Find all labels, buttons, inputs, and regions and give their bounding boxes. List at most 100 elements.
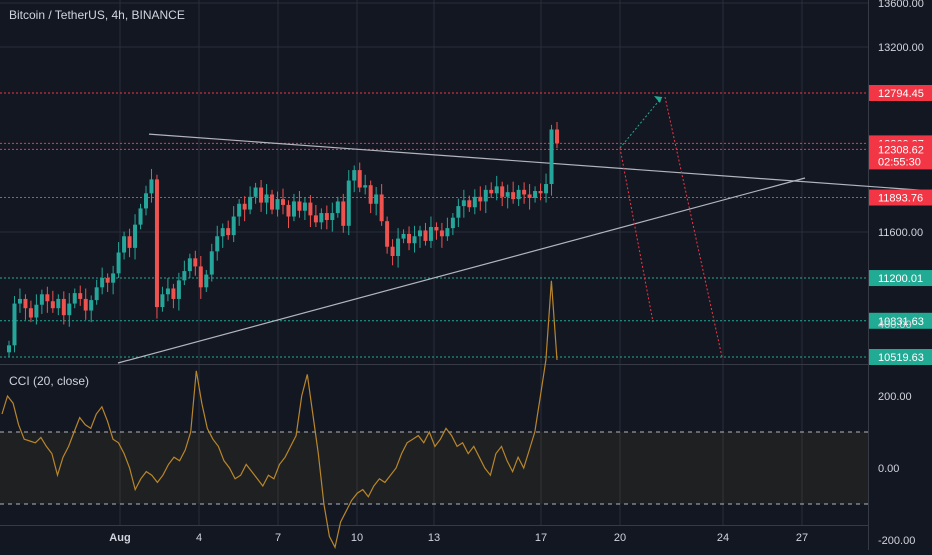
candle-body	[182, 271, 187, 281]
symbol-title: Bitcoin / TetherUS, 4h, BINANCE	[9, 8, 185, 22]
candle-body	[297, 201, 302, 211]
candle-body	[516, 189, 521, 200]
price-level-tag-label: 12308.62	[878, 144, 924, 156]
candle-body	[544, 184, 549, 194]
candle-body	[555, 129, 559, 144]
candle-body	[138, 208, 143, 225]
candle-body	[407, 233, 412, 244]
price-tick-label: 13200.00	[878, 42, 924, 54]
candle-body	[242, 203, 247, 210]
price-level-tag	[869, 189, 932, 206]
candle-body	[428, 226, 433, 241]
candle-body	[45, 294, 50, 302]
candle-body	[357, 170, 362, 188]
candle-body	[171, 288, 176, 299]
candle-body	[538, 191, 543, 194]
candle-body	[439, 230, 444, 237]
price-level-tag	[869, 85, 932, 101]
candle-body	[215, 236, 220, 252]
candle-body	[67, 303, 72, 316]
candle-body	[401, 233, 406, 239]
candle-body	[231, 216, 236, 236]
candle-body	[160, 294, 165, 308]
candle-body	[237, 203, 242, 217]
candle-body	[209, 251, 214, 275]
candle-body	[270, 194, 275, 210]
price-level-tag	[869, 349, 932, 365]
candle-body	[226, 228, 231, 236]
candle-body	[193, 258, 198, 267]
candle-body	[286, 204, 291, 217]
candle-body	[522, 189, 527, 195]
price-tick-label: 13600.00	[878, 0, 924, 10]
candle-body	[319, 213, 324, 223]
candle-body	[83, 298, 88, 311]
price-level-tag-label: 10831.63	[878, 316, 924, 328]
projection-up	[619, 96, 663, 149]
cci-tick-label: 0.00	[878, 463, 899, 475]
projection-up-arrow	[654, 96, 662, 103]
price-level-tag-label: 11200.01	[878, 273, 923, 285]
candle-body	[374, 194, 379, 204]
candle-body	[352, 170, 357, 181]
candle-body	[385, 221, 390, 247]
time-tick-label: 20	[614, 532, 626, 544]
trendline-support	[117, 177, 806, 364]
candle-body	[450, 217, 455, 229]
projection-down-2	[664, 96, 723, 358]
price-level-tag-label: 11893.76	[878, 193, 923, 205]
candle-body	[363, 185, 368, 188]
candle-body	[396, 238, 401, 256]
candle-body	[461, 200, 466, 207]
time-tick-label: 4	[196, 532, 202, 544]
candle-body	[324, 213, 329, 221]
candle-body	[56, 298, 61, 309]
candle-body	[379, 194, 384, 222]
candle-body	[100, 278, 105, 288]
candle-body	[330, 213, 335, 221]
candle-body	[291, 201, 296, 217]
candle-body	[122, 236, 127, 253]
candle-body	[418, 230, 422, 237]
countdown-label: 02:55:30	[878, 156, 921, 168]
candle-body	[412, 236, 417, 244]
candle-body	[549, 129, 554, 185]
price-tick-label: 11600.00	[878, 227, 923, 239]
candle-body	[478, 196, 483, 202]
cci-line	[1, 280, 558, 549]
indicator-title: CCI (20, close)	[9, 374, 90, 388]
candle-body	[133, 224, 138, 248]
candle-body	[12, 303, 17, 346]
candle-body	[423, 230, 428, 241]
candle-body	[472, 196, 477, 208]
candle-body	[302, 202, 307, 211]
candle-body	[500, 186, 505, 197]
candle-body	[248, 196, 253, 210]
time-tick-label: Aug	[109, 532, 130, 544]
candle-body	[483, 189, 488, 202]
cci-tick-label: 400.00	[878, 319, 912, 331]
candle-body	[89, 300, 94, 311]
candle-body	[390, 246, 395, 256]
candle-body	[281, 199, 285, 205]
cci-tick-label: -200.00	[878, 535, 915, 547]
candle-body	[434, 226, 439, 231]
candle-body	[78, 293, 83, 299]
candle-body	[116, 252, 121, 274]
candle-body	[445, 228, 450, 237]
candle-body	[253, 187, 258, 197]
price-level-tag	[869, 270, 932, 287]
candle-body	[505, 192, 510, 197]
candle-body	[264, 194, 269, 203]
time-tick-label: 13	[428, 532, 440, 544]
candle-body	[149, 179, 154, 194]
candle-body	[50, 301, 55, 309]
candle-body	[533, 191, 538, 198]
candle-body	[127, 236, 132, 248]
candle-body	[259, 187, 264, 203]
candle-body	[204, 274, 209, 288]
candle-body	[34, 304, 39, 318]
candle-body	[494, 186, 499, 194]
